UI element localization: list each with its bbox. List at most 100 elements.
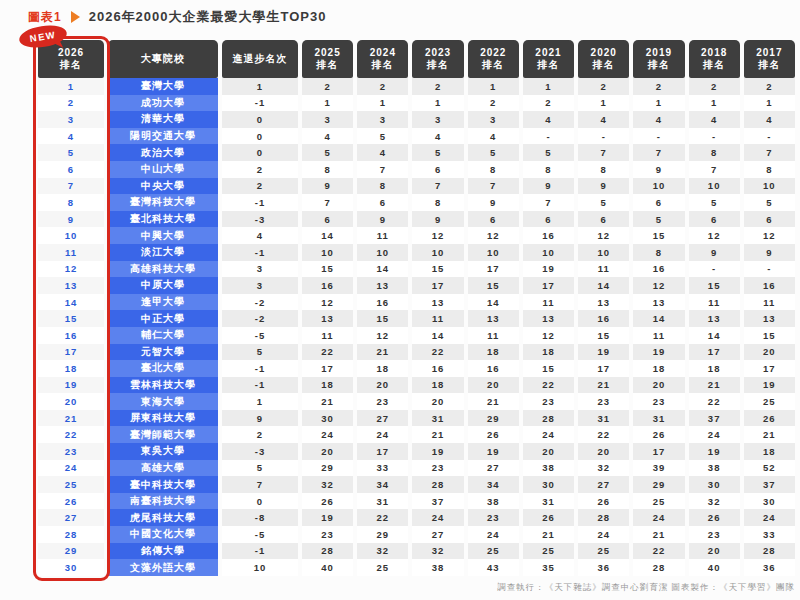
year-rank-cell: 6: [633, 194, 684, 211]
year-rank-cell: 40: [689, 559, 740, 576]
year-rank-cell: 37: [412, 493, 463, 510]
year-rank-cell: 36: [578, 559, 629, 576]
year-rank-cell: 14: [357, 261, 408, 278]
university-cell: 屏東科技大學: [108, 410, 218, 427]
rank-cell: 3: [38, 111, 104, 128]
year-rank-cell: 17: [302, 360, 353, 377]
year-rank-cell: 9: [357, 211, 408, 228]
change-cell: -3: [222, 211, 298, 228]
year-rank-cell: 28: [412, 476, 463, 493]
year-rank-cell: 2: [523, 95, 574, 112]
year-rank-cell: 12: [689, 227, 740, 244]
ranking-table: 2026 排名大專院校進退步名次2025 排名2024 排名2023 排名202…: [38, 40, 795, 576]
year-rank-cell: 19: [744, 377, 795, 394]
year-rank-cell: 22: [357, 509, 408, 526]
year-rank-cell: 7: [689, 161, 740, 178]
university-cell: 臺灣科技大學: [108, 194, 218, 211]
rank-cell: 16: [38, 327, 104, 344]
year-rank-cell: 5: [744, 194, 795, 211]
year-rank-cell: 28: [523, 410, 574, 427]
university-cell: 臺北科技大學: [108, 211, 218, 228]
year-rank-cell: -: [744, 128, 795, 145]
rank-cell: 26: [38, 493, 104, 510]
year-rank-cell: 23: [302, 526, 353, 543]
year-rank-cell: 24: [744, 509, 795, 526]
year-rank-cell: 6: [689, 211, 740, 228]
rank-cell: 5: [38, 144, 104, 161]
year-rank-cell: 1: [744, 95, 795, 112]
play-arrow-icon: [71, 11, 80, 23]
rank-cell: 29: [38, 543, 104, 560]
year-rank-cell: 1: [633, 95, 684, 112]
year-rank-cell: 26: [578, 493, 629, 510]
university-cell: 南臺科技大學: [108, 493, 218, 510]
year-rank-cell: 22: [578, 426, 629, 443]
year-rank-cell: 29: [468, 410, 519, 427]
rank-cell: 10: [38, 227, 104, 244]
year-rank-cell: 28: [578, 509, 629, 526]
year-rank-cell: 7: [523, 194, 574, 211]
year-rank-cell: 12: [633, 277, 684, 294]
year-rank-cell: 10: [633, 178, 684, 195]
credits-footer: 調查執行：《天下雜誌》調查中心劉育潔 圖表製作：《天下學習》團隊: [0, 582, 795, 594]
year-rank-cell: 4: [744, 111, 795, 128]
year-rank-cell: 4: [523, 111, 574, 128]
university-cell: 臺灣師範大學: [108, 426, 218, 443]
title-bar: 圖表1 2026年2000大企業最愛大學生TOP30: [28, 8, 326, 26]
year-rank-cell: 13: [357, 277, 408, 294]
year-rank-cell: 20: [633, 377, 684, 394]
year-rank-cell: 10: [744, 178, 795, 195]
year-rank-cell: 8: [468, 161, 519, 178]
year-rank-cell: 2: [578, 78, 629, 95]
year-rank-cell: 16: [302, 277, 353, 294]
change-cell: 3: [222, 261, 298, 278]
university-cell: 銘傳大學: [108, 543, 218, 560]
year-rank-cell: 7: [412, 178, 463, 195]
year-rank-cell: 17: [633, 443, 684, 460]
year-rank-cell: 20: [412, 393, 463, 410]
year-rank-cell: 36: [744, 559, 795, 576]
year-rank-cell: 39: [633, 460, 684, 477]
year-rank-cell: 4: [689, 111, 740, 128]
year-rank-cell: 15: [578, 327, 629, 344]
change-cell: -1: [222, 377, 298, 394]
university-cell: 中正大學: [108, 310, 218, 327]
year-rank-cell: 5: [302, 144, 353, 161]
year-rank-cell: 15: [468, 277, 519, 294]
change-cell: 10: [222, 559, 298, 576]
rank-cell: 7: [38, 178, 104, 195]
year-rank-cell: 35: [523, 559, 574, 576]
year-rank-cell: 20: [578, 443, 629, 460]
rank-cell: 11: [38, 244, 104, 261]
year-rank-cell: 25: [523, 543, 574, 560]
year-rank-cell: 31: [412, 410, 463, 427]
year-rank-cell: 16: [357, 294, 408, 311]
rank-cell: 9: [38, 211, 104, 228]
year-rank-cell: 16: [744, 277, 795, 294]
year-rank-cell: 21: [302, 393, 353, 410]
change-cell: -1: [222, 95, 298, 112]
year-rank-cell: 24: [578, 526, 629, 543]
year-rank-cell: 10: [412, 244, 463, 261]
year-rank-cell: 29: [302, 460, 353, 477]
year-rank-cell: 6: [302, 211, 353, 228]
university-cell: 中央大學: [108, 178, 218, 195]
column-header: 2022 排名: [468, 40, 519, 78]
rank-cell: 15: [38, 310, 104, 327]
ranking-table-wrap: NEW 2026 排名大專院校進退步名次2025 排名2024 排名2023 排…: [38, 40, 795, 576]
year-rank-cell: 6: [744, 211, 795, 228]
year-rank-cell: 9: [578, 178, 629, 195]
year-rank-cell: 10: [302, 244, 353, 261]
change-cell: 2: [222, 161, 298, 178]
change-cell: 2: [222, 178, 298, 195]
year-rank-cell: 21: [689, 377, 740, 394]
year-rank-cell: 5: [468, 144, 519, 161]
rank-cell: 12: [38, 261, 104, 278]
column-header: 2019 排名: [633, 40, 684, 78]
year-rank-cell: 31: [523, 493, 574, 510]
year-rank-cell: 4: [412, 128, 463, 145]
column-header: 2024 排名: [357, 40, 408, 78]
year-rank-cell: 37: [744, 476, 795, 493]
year-rank-cell: 28: [302, 543, 353, 560]
year-rank-cell: 23: [578, 393, 629, 410]
